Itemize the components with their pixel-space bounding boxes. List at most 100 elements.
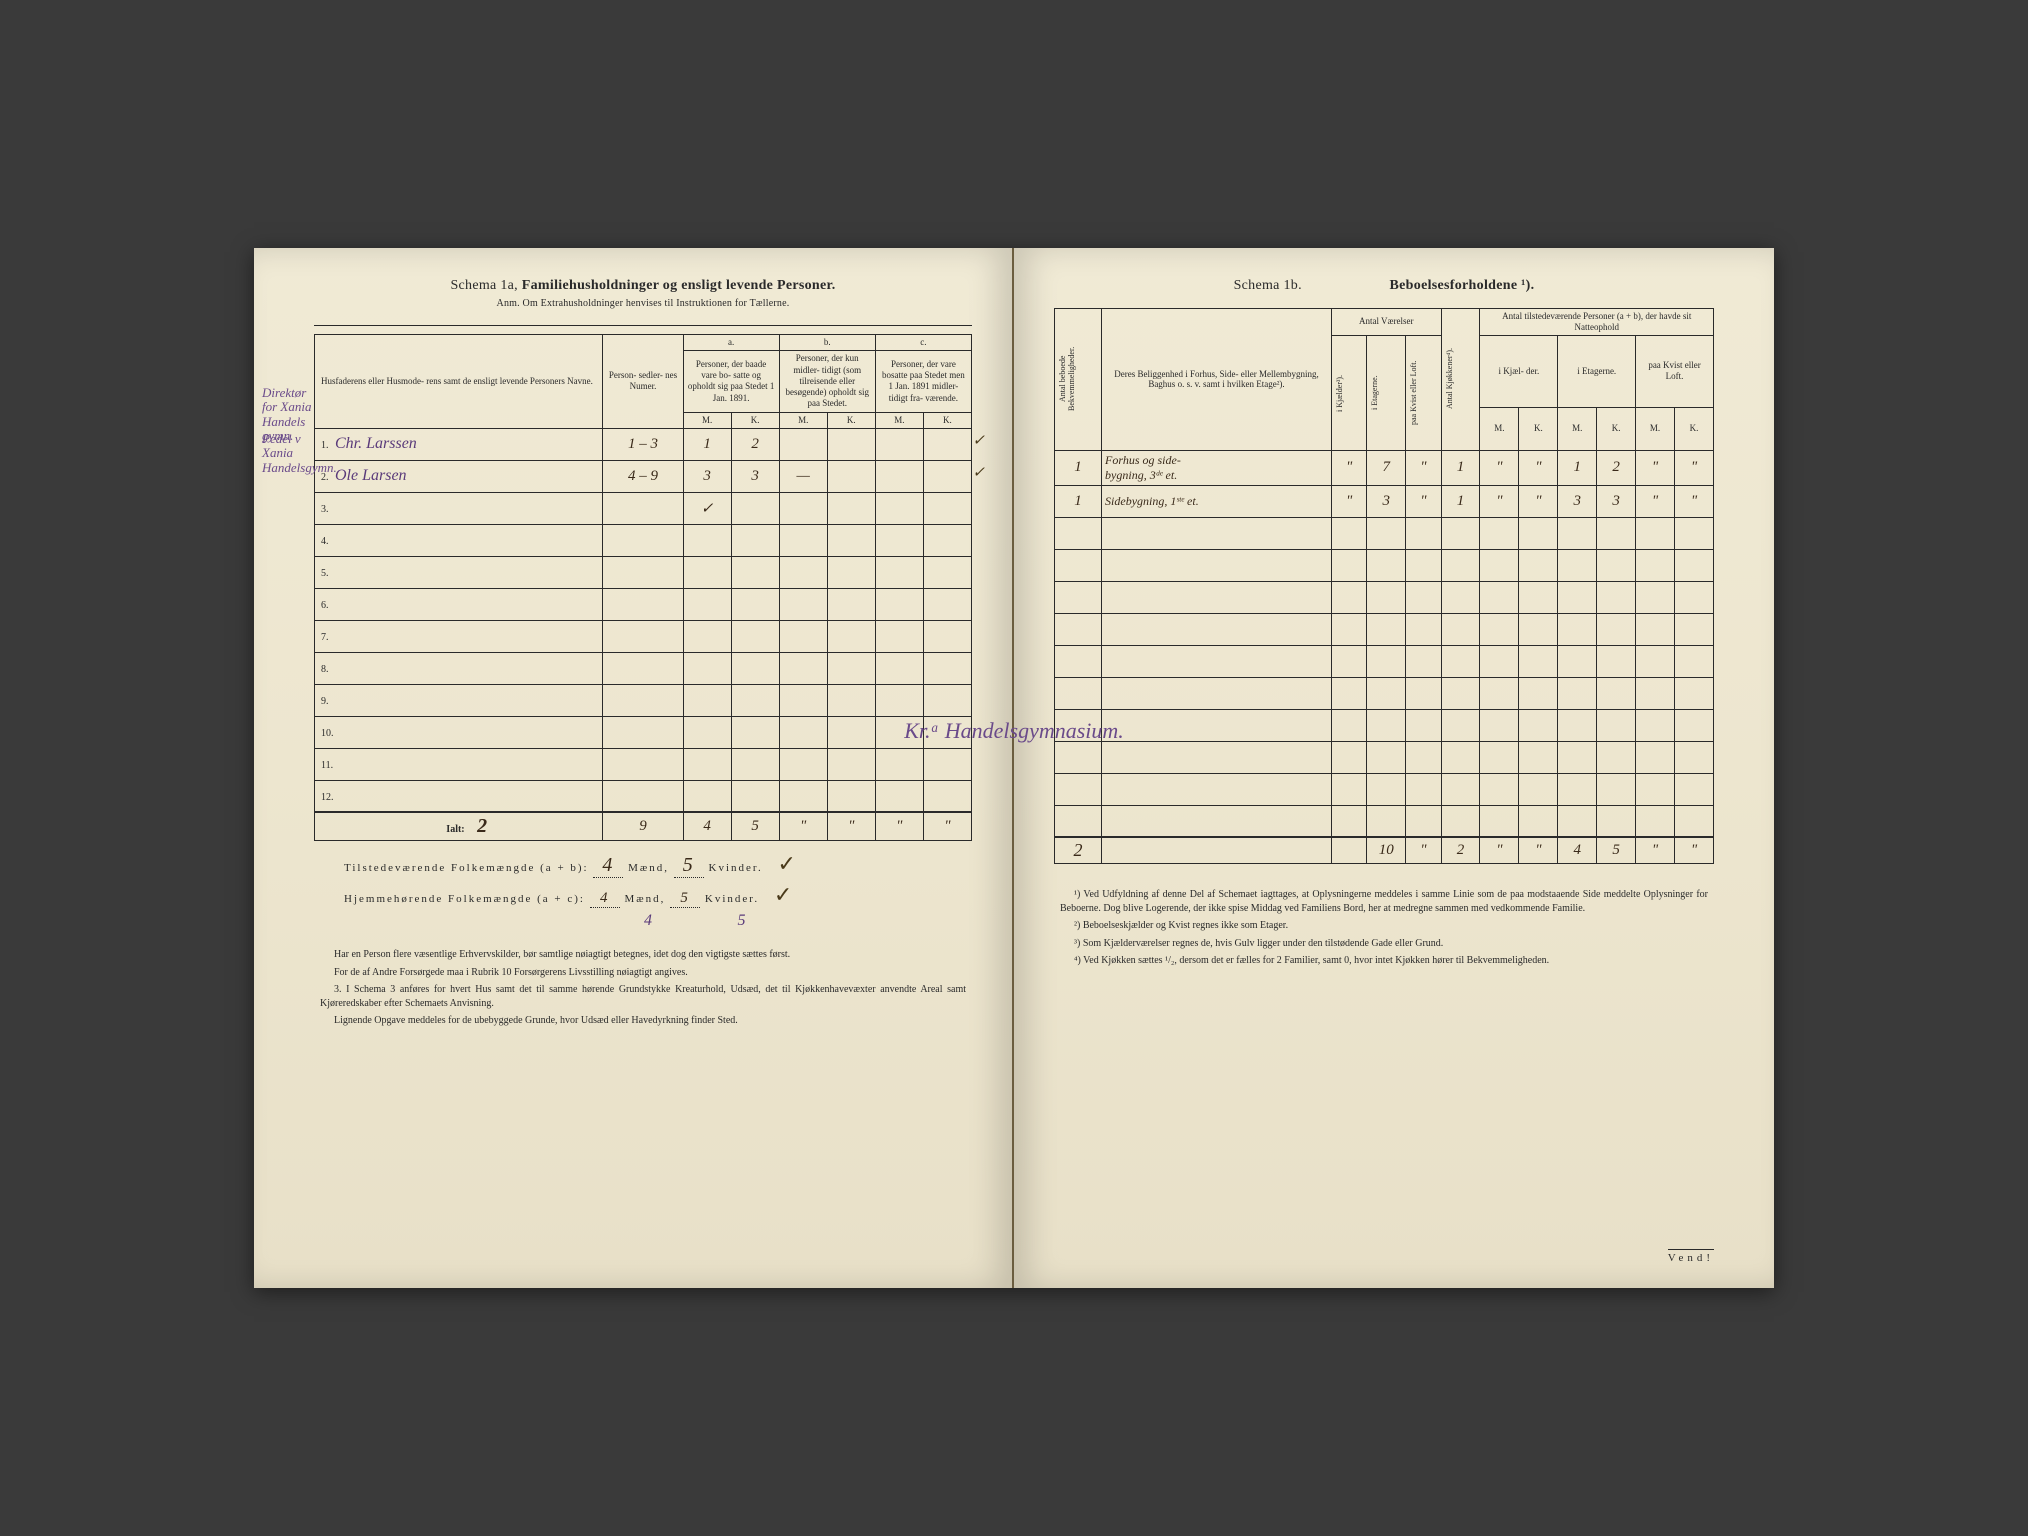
hdr-antal-bek: Antal beboede Bekvemmeligheder.: [1058, 324, 1078, 434]
hdr-kM: M.: [1480, 407, 1519, 450]
cell-kM: [1480, 549, 1519, 581]
cell-bM: [779, 652, 827, 684]
cell-aK: 3: [731, 460, 779, 492]
census-book: Schema 1a, Familiehusholdninger og ensli…: [254, 248, 1774, 1288]
schema-1b-label: Schema 1b.: [1234, 278, 1302, 293]
cell-aM: 3: [683, 460, 731, 492]
cell-vk: [1331, 517, 1366, 549]
cell-loc: [1102, 613, 1332, 645]
cell-aK: [731, 748, 779, 780]
cell-aM: 1: [683, 428, 731, 460]
cell-bM: [779, 492, 827, 524]
cell-kM: [1480, 773, 1519, 805]
cell-vk: ": [1331, 485, 1366, 517]
cell-loc: [1102, 549, 1332, 581]
cell-kM: [1480, 517, 1519, 549]
cell-num: 4 – 9: [603, 460, 683, 492]
table-row: 9.: [315, 684, 972, 716]
cell-eM: [1558, 741, 1597, 773]
sum1-label: Tilstedeværende Folkemængde (a + b):: [344, 862, 589, 874]
tot-aM: 4: [683, 812, 731, 841]
cell-name: 5.: [315, 556, 603, 588]
cell-ve: [1367, 645, 1406, 677]
cell-kK: [1519, 773, 1558, 805]
cell-vl: [1406, 613, 1441, 645]
cell-eM: [1558, 709, 1597, 741]
cell-eK: [1597, 709, 1636, 741]
tot-bM: ": [779, 812, 827, 841]
rt-eM: 4: [1558, 837, 1597, 864]
cell-lM: ": [1636, 485, 1675, 517]
tot-cK: ": [923, 812, 971, 841]
cell-num: [603, 620, 683, 652]
cell-eK: [1597, 613, 1636, 645]
ialt-count: 2: [477, 815, 487, 837]
cell-eM: [1558, 645, 1597, 677]
hdr-antal-vaer: Antal Værelser: [1331, 309, 1441, 336]
sum2-k: 5: [670, 890, 700, 908]
schema-1a-title: Schema 1a, Familiehusholdninger og ensli…: [314, 278, 972, 294]
cell-cM: [875, 460, 923, 492]
cell-kK: [1519, 805, 1558, 837]
cell-aK: 2: [731, 428, 779, 460]
cell-ve: 3: [1367, 485, 1406, 517]
cell-kjok: [1441, 741, 1480, 773]
left-footnotes: Har en Person flere væsentlige Erhvervsk…: [314, 948, 972, 1028]
cell-eK: [1597, 517, 1636, 549]
cell-lK: [1675, 613, 1714, 645]
schema-1a-table: Husfaderens eller Husmode- rens samt de …: [314, 334, 972, 841]
hdr-v-kj: i Kjælder³).: [1335, 338, 1346, 448]
cell-bek: 1: [1055, 485, 1102, 517]
cell-bM: [779, 684, 827, 716]
table-row: 5.: [315, 556, 972, 588]
cell-kK: [1519, 709, 1558, 741]
hdr-p-kv: paa Kvist eller Loft.: [1636, 335, 1714, 407]
cell-kjok: 1: [1441, 450, 1480, 485]
cell-lK: [1675, 805, 1714, 837]
cell-bek: [1055, 549, 1102, 581]
cell-loc: Forhus og side-bygning, 3ᵈᵉ et.: [1102, 450, 1332, 485]
cell-lK: [1675, 645, 1714, 677]
cell-aM: [683, 524, 731, 556]
cell-cK: [923, 620, 971, 652]
cell-ve: [1367, 581, 1406, 613]
hdr-cM: M.: [875, 412, 923, 428]
schema-1a-bold: Familiehusholdninger og ensligt levende …: [522, 278, 836, 293]
cell-lM: [1636, 613, 1675, 645]
hdr-b-letter: b.: [779, 335, 875, 351]
cell-cM: [875, 524, 923, 556]
rt-kM: ": [1480, 837, 1519, 864]
cell-kM: ": [1480, 450, 1519, 485]
hdr-bM: M.: [779, 412, 827, 428]
under-edits: 4 5: [314, 912, 972, 930]
cell-kK: [1519, 549, 1558, 581]
cell-cK: [923, 780, 971, 812]
cell-cK: [923, 588, 971, 620]
cell-bK: [827, 716, 875, 748]
cell-kjok: [1441, 549, 1480, 581]
cell-eM: [1558, 677, 1597, 709]
cell-eK: [1597, 549, 1636, 581]
cell-cM: [875, 780, 923, 812]
rt-kK: ": [1519, 837, 1558, 864]
schema-1a-label: Schema 1a,: [450, 278, 518, 293]
schema-1b-table: Antal beboede Bekvemmeligheder. Deres Be…: [1054, 308, 1714, 864]
hdr-a: Personer, der baade vare bo- satte og op…: [683, 351, 779, 412]
cell-num: [603, 524, 683, 556]
hdr-lM: M.: [1636, 407, 1675, 450]
sum2-mlabel: Mænd,: [625, 893, 666, 905]
rt-ve: 10: [1367, 837, 1406, 864]
schema-1b-bold: Beboelsesforholdene ¹).: [1390, 278, 1535, 293]
ialt-label: Ialt: 2: [315, 812, 603, 841]
cell-lK: [1675, 709, 1714, 741]
cell-vk: [1331, 677, 1366, 709]
cell-cM: [875, 652, 923, 684]
cell-lK: ": [1675, 485, 1714, 517]
sum2-label: Hjemmehørende Folkemængde (a + c):: [344, 893, 585, 905]
cell-cK: ✓: [923, 460, 971, 492]
cell-eM: [1558, 549, 1597, 581]
cell-aK: [731, 684, 779, 716]
cell-kK: [1519, 741, 1558, 773]
cell-name: 9.: [315, 684, 603, 716]
cell-cK: [923, 556, 971, 588]
